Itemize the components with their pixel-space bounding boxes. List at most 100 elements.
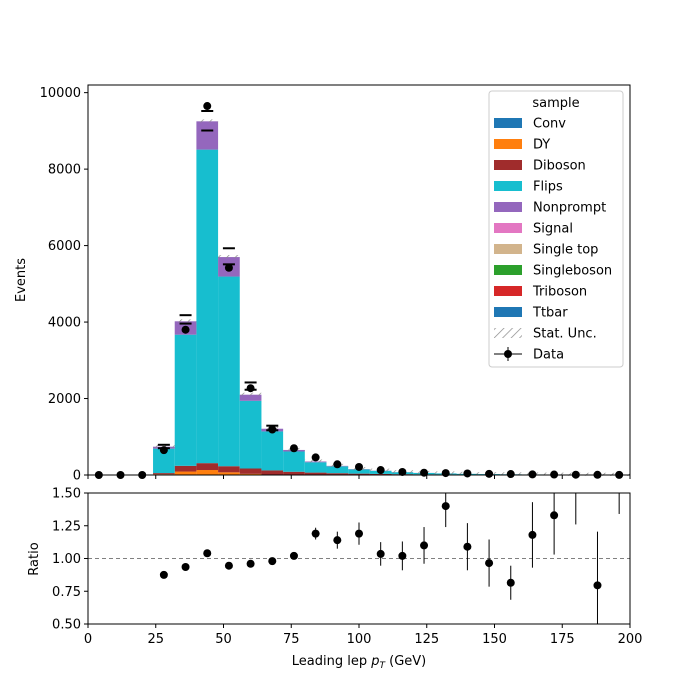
- bar-diboson-bin-9: [283, 471, 305, 475]
- data-point-18: [485, 469, 494, 478]
- ratio-point-17: [528, 530, 537, 539]
- ratio-point-6: [289, 551, 298, 560]
- ratio-point-11: [398, 551, 407, 560]
- legend-swatch-diboson: [494, 160, 522, 170]
- data-point-13: [376, 466, 385, 475]
- bar-diboson-bin-6: [218, 466, 240, 473]
- bar-dy-bin-4: [174, 471, 197, 475]
- bar-flips-bin-6: [218, 276, 240, 467]
- ratio-point-4: [246, 559, 255, 568]
- bar-diboson-bin-7: [239, 468, 262, 474]
- ratio-y-axis-label: Ratio: [27, 542, 42, 575]
- main-y-ticks: 0 2000 4000 6000 8000 10000: [40, 86, 88, 484]
- legend-box: [488, 90, 624, 368]
- legend-label-stat-unc-: Stat. Unc.: [533, 327, 597, 342]
- ratio-point-16: [506, 578, 515, 587]
- ratio-xtick-label-0: 0: [84, 632, 92, 647]
- main-panel: 0 2000 4000 6000 8000 10000 Events sample Con…: [14, 84, 631, 484]
- stat-unc-band-bin-7: [239, 392, 262, 396]
- legend-swatch-ttbar: [494, 307, 522, 317]
- ratio-xtick-label-125: 125: [414, 632, 439, 647]
- data-point-4: [181, 325, 190, 334]
- legend-swatch-stat-unc-: [494, 328, 522, 338]
- ratio-ytick-label-2: 1.00: [52, 552, 81, 567]
- main-y-axis-label: Events: [14, 258, 29, 302]
- bar-dy-bin-6: [218, 472, 240, 475]
- bar-diboson-bin-10: [304, 472, 327, 475]
- ratio-points: [159, 493, 620, 624]
- ratio-xtick-label-50: 50: [215, 632, 232, 647]
- data-point-12: [355, 462, 363, 471]
- legend-swatch-triboson: [494, 286, 522, 296]
- bar-flips-bin-5: [196, 149, 219, 464]
- ratio-point-20: [593, 581, 602, 590]
- data-point-9: [289, 444, 298, 453]
- ratio-point-12: [420, 541, 429, 550]
- main-ytick-label-0: 0: [73, 469, 81, 484]
- ratio-point-10: [376, 549, 385, 558]
- bar-diboson-bin-12: [348, 473, 370, 475]
- data-point-16: [441, 469, 450, 478]
- bar-diboson-bin-13: [369, 473, 392, 475]
- bar-dy-bin-7: [239, 473, 262, 475]
- legend: sample Conv DY Diboson Flips Nonprompt Signal…: [488, 90, 624, 368]
- legend-label-diboson: Diboson: [533, 159, 586, 174]
- bar-diboson-bin-5: [196, 463, 219, 471]
- ratio-xtick-label-200: 200: [618, 632, 643, 647]
- data-point-5: [203, 102, 212, 111]
- legend-swatch-conv: [494, 118, 522, 128]
- data-point-10: [311, 453, 320, 462]
- ratio-ytick-label-1: 0.75: [52, 585, 81, 600]
- ratio-y-ticks: 0.50 0.75 1.00 1.25 1.50: [52, 487, 88, 633]
- legend-data-marker: [504, 350, 512, 358]
- ratio-xtick-label-175: 175: [550, 632, 575, 647]
- bar-flips-bin-12: [348, 469, 370, 474]
- ratio-point-18: [550, 511, 559, 520]
- legend-label-signal: Signal: [533, 222, 573, 237]
- ratio-xtick-label-100: 100: [347, 632, 372, 647]
- ratio-point-13: [441, 502, 450, 511]
- ratio-ytick-label-4: 1.50: [52, 487, 81, 502]
- stat-unc-band-bin-4: [174, 319, 197, 323]
- ratio-point-15: [485, 559, 494, 568]
- bar-nonprompt-bin-5: [196, 121, 219, 150]
- ratio-point-7: [311, 529, 320, 538]
- stacked-histogram: [153, 119, 630, 476]
- ratio-point-9: [355, 529, 363, 538]
- ratio-point-0: [159, 570, 168, 579]
- bar-diboson-bin-8: [261, 470, 284, 475]
- legend-swatch-flips: [494, 181, 522, 191]
- legend-label-singleboson: Singleboson: [533, 264, 612, 279]
- main-x-ticks: [87, 475, 631, 479]
- legend-swatch-nonprompt: [494, 202, 522, 212]
- x-axis-label: Leading lep pT (GeV): [292, 654, 426, 671]
- data-point-11: [333, 460, 342, 469]
- legend-label-triboson: Triboson: [532, 285, 587, 300]
- data-point-8: [268, 425, 277, 434]
- ratio-axes-frame: [87, 492, 631, 625]
- bar-flips-bin-9: [283, 451, 305, 472]
- legend-swatch-dy: [494, 139, 522, 149]
- ratio-ytick-label-0: 0.50: [52, 618, 81, 633]
- bar-nonprompt-bin-7: [239, 394, 262, 401]
- bar-flips-bin-4: [174, 334, 197, 466]
- legend-label-nonprompt: Nonprompt: [533, 201, 606, 216]
- ratio-point-2: [203, 549, 212, 558]
- ratio-xtick-label-150: 150: [482, 632, 507, 647]
- legend-swatch-singleboson: [494, 265, 522, 275]
- main-ytick-label-4000: 4000: [48, 316, 81, 331]
- data-point-17: [463, 469, 472, 478]
- ratio-x-ticks: 0 25 50 75 100 125 150 175 200: [84, 624, 643, 647]
- data-point-20: [528, 470, 537, 479]
- ratio-panel: 0.50 0.75 1.00 1.25 1.50 0 25 50 75 100 125 150 175…: [27, 487, 642, 672]
- ratio-point-1: [181, 563, 190, 572]
- bar-dy-bin-5: [196, 470, 219, 475]
- legend-swatch-single-top: [494, 244, 522, 254]
- bar-diboson-bin-11: [326, 473, 349, 475]
- ratio-xtick-label-75: 75: [283, 632, 300, 647]
- legend-title: sample: [532, 96, 579, 111]
- ratio-point-14: [463, 542, 472, 551]
- data-point-6: [224, 263, 233, 272]
- legend-entries: Conv DY Diboson Flips Nonprompt Signal Single …: [494, 117, 612, 363]
